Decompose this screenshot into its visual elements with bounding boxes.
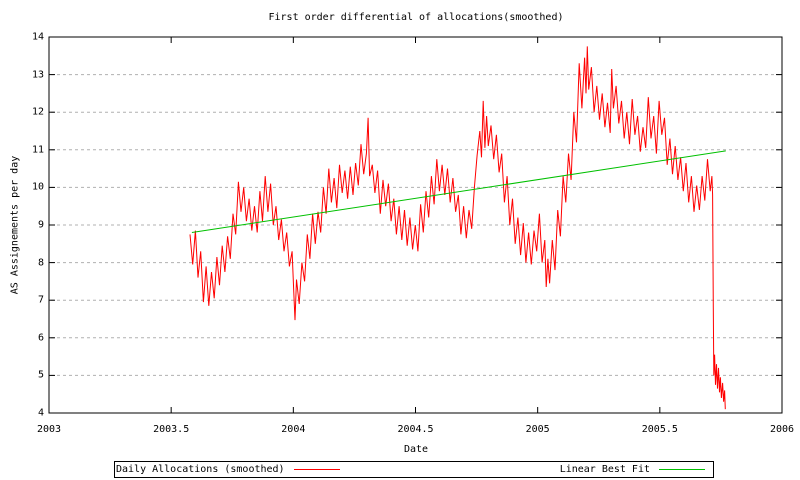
x-tick-label: 2004 <box>281 424 306 435</box>
x-axis-label: Date <box>403 444 429 455</box>
chart-title: First order differential of allocations(… <box>268 12 564 23</box>
x-tick-label: 2005.5 <box>641 424 678 435</box>
x-tick-label: 2004.5 <box>397 424 434 435</box>
legend-entry-1: Linear Best Fit <box>560 464 705 475</box>
legend-line-sample <box>293 469 340 470</box>
x-tick-label: 2003 <box>36 424 62 435</box>
legend-label: Linear Best Fit <box>559 464 650 475</box>
y-tick-label: 12 <box>31 106 44 118</box>
y-tick-label: 5 <box>37 369 44 381</box>
x-tick-label: 2005 <box>525 424 550 435</box>
series-line-1 <box>191 150 726 233</box>
legend-line-sample <box>659 469 705 470</box>
y-tick-label: 14 <box>31 31 44 43</box>
legend-label: Daily Allocations (smoothed) <box>116 464 285 475</box>
x-tick-label: 2003.5 <box>153 424 190 435</box>
plot-border <box>48 36 783 414</box>
series-line-0 <box>189 46 726 410</box>
y-tick-label: 6 <box>37 332 44 344</box>
x-tick-label: 2006 <box>769 424 795 435</box>
legend: Daily Allocations (smoothed) Linear Best … <box>114 461 714 478</box>
y-tick-label: 11 <box>31 144 44 156</box>
y-tick-label: 10 <box>31 181 44 193</box>
y-tick-label: 4 <box>37 407 44 419</box>
y-tick-label: 13 <box>31 69 44 81</box>
y-tick-label: 7 <box>37 294 44 306</box>
legend-entry-0: Daily Allocations (smoothed) <box>116 464 340 475</box>
y-tick-label: 8 <box>37 257 44 269</box>
y-tick-label: 9 <box>37 219 44 231</box>
